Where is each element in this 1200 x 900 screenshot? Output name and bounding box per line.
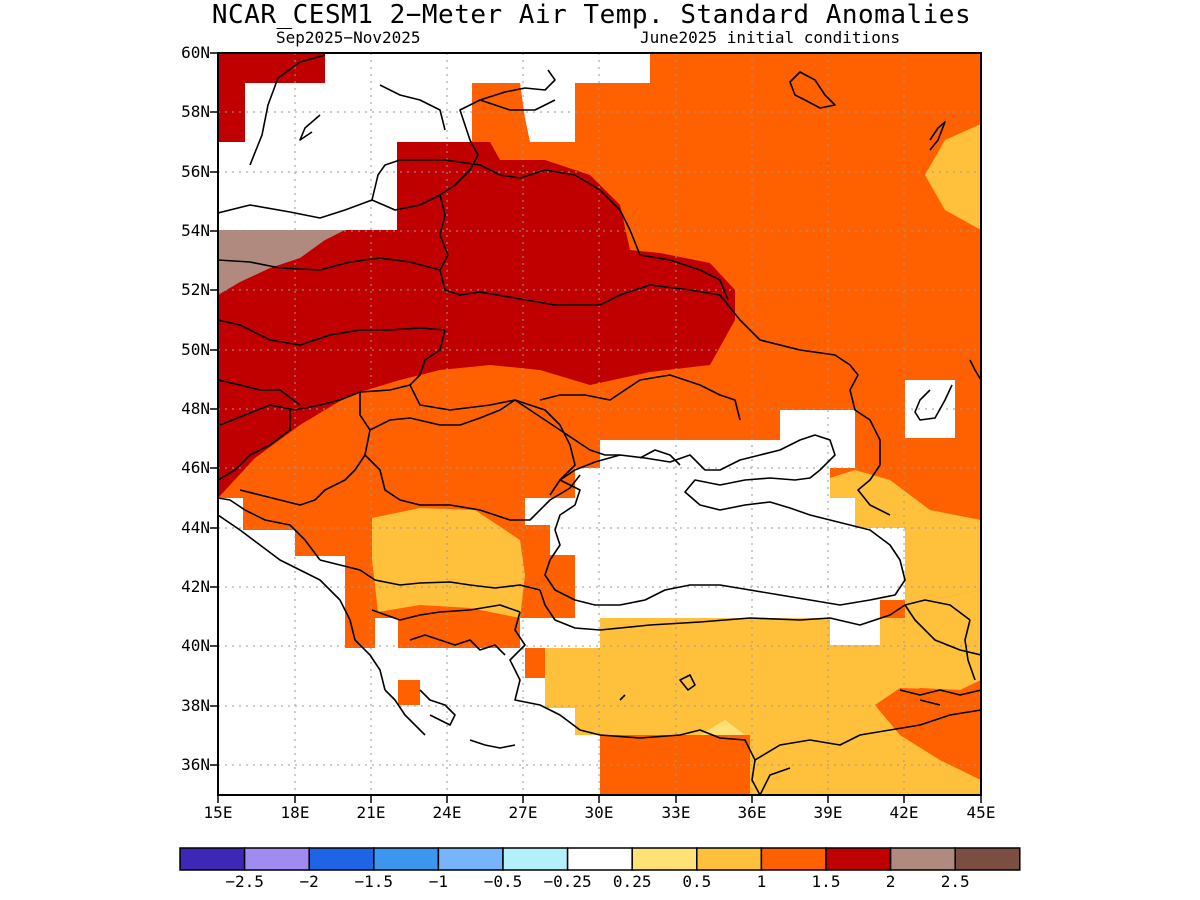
- colorbar-swatch: [696, 847, 763, 871]
- colorbar-swatch: [889, 847, 956, 871]
- colorbar-label: −1.5: [354, 872, 394, 891]
- region-eastern-turkey-1-to-1.5: [875, 688, 981, 780]
- lat-label: 38N: [181, 696, 210, 715]
- region-aegean-1-to-1.5: [525, 648, 545, 678]
- map-gridlines: [218, 53, 981, 795]
- region-baltic-neutral: [218, 53, 650, 230]
- lon-label: 24E: [432, 803, 462, 822]
- region-northeast-0.5-to-1: [925, 124, 981, 230]
- lat-label: 60N: [181, 43, 210, 62]
- season-label: Sep2025−Nov2025: [276, 28, 421, 47]
- lon-label: 15E: [203, 803, 233, 822]
- lat-label: 54N: [181, 221, 210, 240]
- lon-label: 21E: [356, 803, 386, 822]
- lon-label: 45E: [966, 803, 996, 822]
- colorbar-label: −2.5: [225, 872, 264, 891]
- region-turkey-0.5-to-1: [525, 590, 981, 795]
- region-poland-2-to-2.5: [218, 230, 345, 295]
- colorbar-swatch: [373, 847, 440, 871]
- lon-label: 27E: [508, 803, 538, 822]
- colorbar: [179, 847, 1021, 871]
- region-mediterranean-neutral: [218, 530, 600, 795]
- lat-label: 44N: [181, 518, 210, 537]
- lat-label: 48N: [181, 399, 210, 418]
- colorbar-label: 0.5: [682, 872, 712, 891]
- lon-label: 18E: [280, 803, 310, 822]
- colorbar-label: 2.5: [940, 872, 970, 891]
- region-central-europe-ukraine-1.5-to-2: [218, 142, 735, 498]
- region-balkans-0.5-to-1: [372, 508, 525, 618]
- lat-label: 52N: [181, 280, 210, 299]
- lat-label: 50N: [181, 340, 210, 359]
- colorbar-label: −0.25: [543, 872, 592, 891]
- init-conditions-label: June2025 initial conditions: [640, 28, 901, 47]
- colorbar-label: 2: [885, 872, 896, 891]
- lon-label: 36E: [737, 803, 767, 822]
- region-levant-0.25-to-0.5: [700, 720, 745, 735]
- colorbar-swatch: [502, 847, 569, 871]
- lon-label: 33E: [661, 803, 691, 822]
- coastlines-and-borders: [218, 54, 981, 795]
- colorbar-swatch: [179, 847, 246, 871]
- colorbar-swatch: [825, 847, 892, 871]
- lat-label: 56N: [181, 162, 210, 181]
- lat-label: 42N: [181, 577, 210, 596]
- colorbar-swatch: [308, 847, 375, 871]
- lat-label: 46N: [181, 458, 210, 477]
- region-scandinavia-1.5-to-2: [218, 53, 325, 142]
- colorbar-swatch: [437, 847, 504, 871]
- colorbar-label: −2: [299, 872, 319, 891]
- lat-label: 36N: [181, 755, 210, 774]
- colorbar-swatch: [566, 847, 633, 871]
- chart-title: NCAR_CESM1 2−Meter Air Temp. Standard An…: [211, 0, 972, 30]
- region-adriatic-neutral-1: [218, 498, 243, 530]
- lat-label: 58N: [181, 102, 210, 121]
- colorbar-label: 1: [756, 872, 767, 891]
- colorbar-swatch: [631, 847, 698, 871]
- lat-label: 40N: [181, 636, 210, 655]
- colorbar-swatch: [243, 847, 310, 871]
- colorbar-swatch: [760, 847, 827, 871]
- colorbar-label: −1: [428, 872, 449, 891]
- colorbar-label: 1.5: [811, 872, 841, 891]
- colorbar-label: 0.25: [612, 872, 652, 891]
- colorbar-swatch: [954, 847, 1021, 871]
- lon-label: 39E: [813, 803, 843, 822]
- region-greece-1-to-1.5: [398, 680, 420, 705]
- map-plot-area: [218, 53, 981, 795]
- colorbar-label: −0.5: [483, 872, 523, 891]
- lon-label: 30E: [584, 803, 614, 822]
- lon-label: 42E: [889, 803, 919, 822]
- axis-ticks: [210, 52, 982, 803]
